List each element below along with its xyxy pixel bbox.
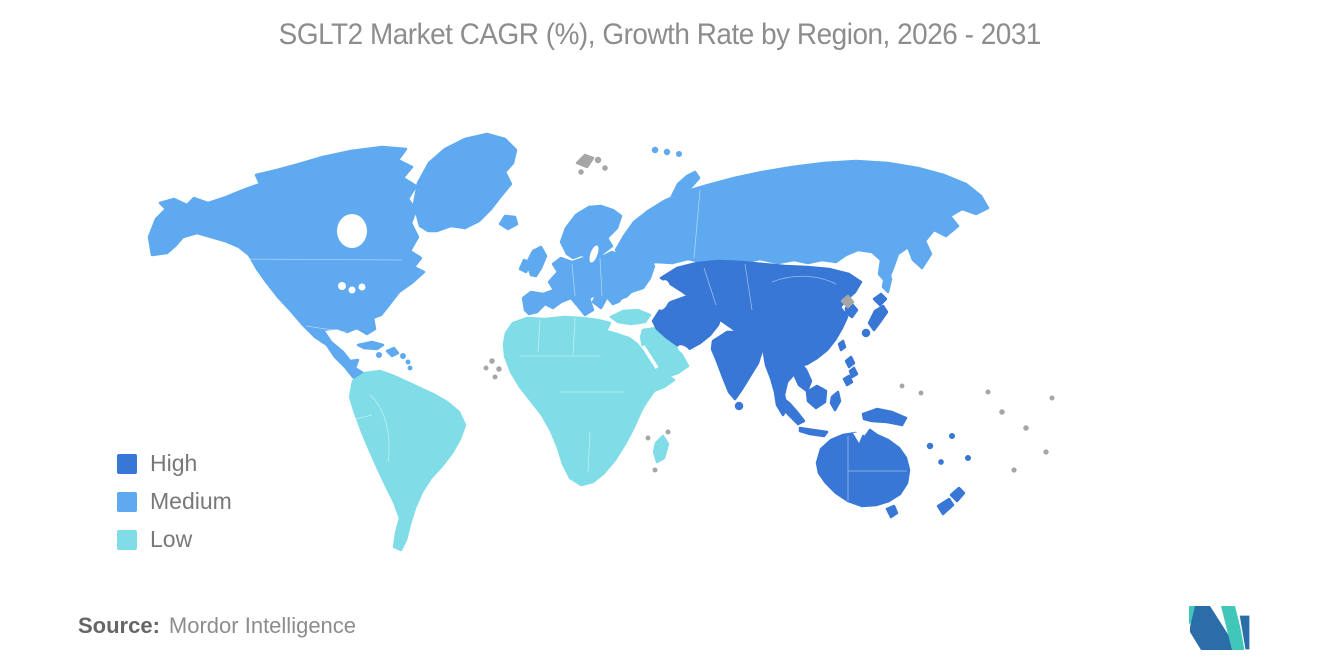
source-line: Source: Mordor Intelligence <box>78 613 356 639</box>
region-russia <box>614 146 990 294</box>
region-europe <box>498 204 656 317</box>
legend-label-medium: Medium <box>150 488 232 514</box>
logo-blue-main <box>1190 606 1238 650</box>
legend-label-low: Low <box>150 526 193 552</box>
map-inland-seas <box>337 214 864 443</box>
mordor-intelligence-logo <box>1189 606 1251 651</box>
logo-blue-bar <box>1238 614 1251 651</box>
region-greenland <box>412 132 518 233</box>
legend: High Medium Low <box>117 450 232 567</box>
source-value: Mordor Intelligence <box>168 613 357 638</box>
region-south-america <box>348 369 467 552</box>
region-caribbean <box>356 340 413 371</box>
region-no-data <box>483 153 1055 473</box>
legend-item-high: High <box>117 450 232 476</box>
region-new-zealand <box>936 486 966 516</box>
region-indonesia <box>779 384 908 438</box>
page-title: SGLT2 Market CAGR (%), Growth Rate by Re… <box>0 18 1320 52</box>
legend-swatch-medium <box>117 491 137 512</box>
region-north-america <box>147 145 426 391</box>
legend-label-high: High <box>150 450 198 476</box>
map-country-borders <box>232 189 907 501</box>
legend-swatch-low <box>117 529 137 550</box>
region-australia <box>815 428 911 519</box>
source-label: Source: <box>78 613 160 638</box>
legend-item-medium: Medium <box>117 488 232 514</box>
legend-item-low: Low <box>117 526 232 552</box>
region-asia-pacific <box>651 259 889 417</box>
region-africa <box>502 315 676 487</box>
chart-title-text: SGLT2 Market CAGR (%), Growth Rate by Re… <box>278 18 1042 51</box>
logo-teal-stripe <box>1221 606 1246 650</box>
region-pacific-islands <box>926 432 972 465</box>
legend-swatch-high <box>117 453 137 474</box>
